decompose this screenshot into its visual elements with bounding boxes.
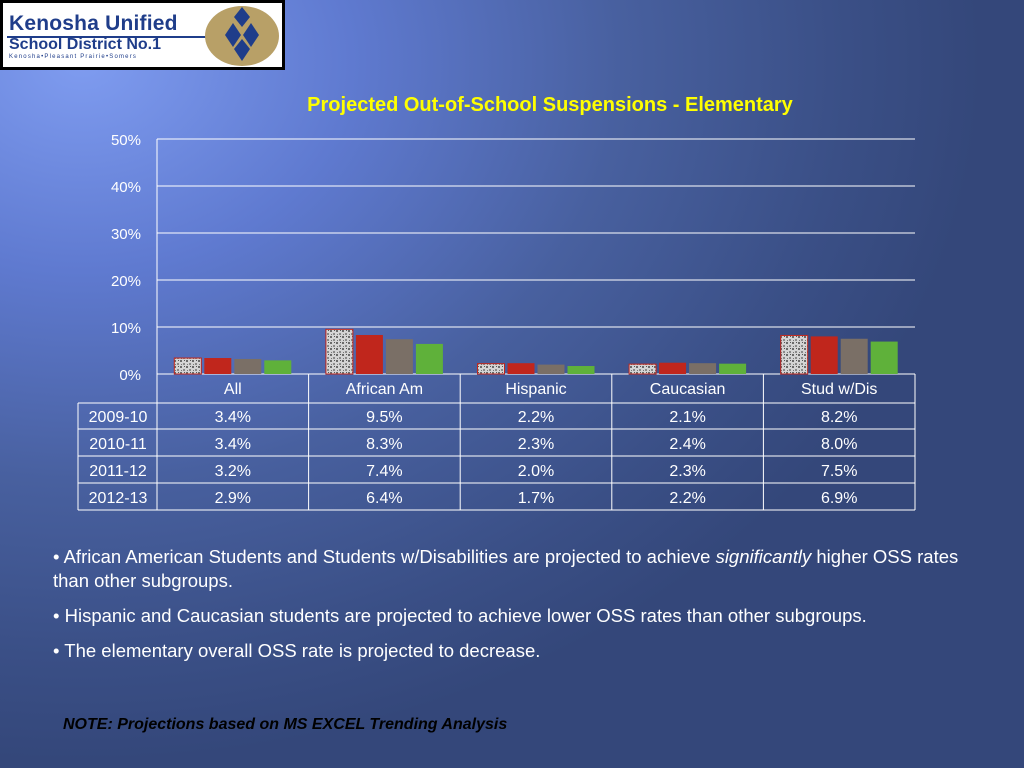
chart-title: Projected Out-of-School Suspensions - El…: [307, 94, 793, 116]
series-label: 2011-12: [89, 463, 147, 480]
bullet-2: • Hispanic and Caucasian students are pr…: [53, 605, 867, 626]
bar: [477, 363, 505, 375]
data-value-label: 9.5%: [366, 409, 402, 426]
district-logo: Kenosha Unified School District No.1 Ken…: [0, 0, 285, 70]
logo-line-2: School District No.1: [9, 36, 162, 53]
category-label: Caucasian: [650, 381, 726, 398]
bar: [659, 362, 687, 374]
data-value-label: 2.9%: [215, 490, 251, 507]
y-tick-label: 40%: [111, 179, 141, 196]
data-value-label: 6.9%: [821, 490, 857, 507]
data-value-label: 6.4%: [366, 490, 402, 507]
bar: [689, 363, 717, 374]
bullet-3: • The elementary overall OSS rate is pro…: [53, 640, 541, 661]
bullet-list: • African American Students and Students…: [53, 545, 998, 674]
bar: [507, 363, 535, 374]
data-value-label: 2.4%: [669, 436, 705, 453]
logo-emblem-icon: [205, 6, 279, 66]
data-value-label: 2.2%: [669, 490, 705, 507]
y-tick-label: 50%: [111, 132, 141, 149]
bar: [780, 334, 809, 375]
bar: [567, 366, 595, 374]
bar: [537, 364, 565, 374]
bar: [719, 363, 747, 374]
data-value-label: 2.3%: [669, 463, 705, 480]
series-label: 2009-10: [89, 409, 148, 426]
data-value-label: 7.4%: [366, 463, 402, 480]
data-value-label: 7.5%: [821, 463, 857, 480]
bar: [385, 339, 413, 374]
data-value-label: 2.1%: [669, 409, 705, 426]
logo-panel: Kenosha Unified School District No.1 Ken…: [3, 3, 282, 67]
data-value-label: 8.0%: [821, 436, 857, 453]
y-tick-label: 10%: [111, 320, 141, 337]
bar: [840, 338, 868, 374]
category-label: All: [224, 381, 242, 398]
category-label: Hispanic: [505, 381, 566, 398]
bar: [870, 341, 898, 374]
bar: [234, 358, 262, 374]
data-value-label: 3.4%: [215, 409, 251, 426]
data-value-label: 8.2%: [821, 409, 857, 426]
bullet-1-text-end: higher OSS rates than other subgroups.: [53, 546, 959, 591]
logo-line-1: Kenosha Unified: [9, 12, 178, 35]
data-value-label: 3.2%: [215, 463, 251, 480]
logo-line-3: Kenosha•Pleasant Prairie•Somers: [9, 54, 138, 60]
category-label: Stud w/Dis: [801, 381, 877, 398]
series-label: 2012-13: [89, 490, 148, 507]
bullet-1-emphasis: significantly: [715, 546, 812, 567]
bar: [810, 336, 838, 374]
logo-rule: [7, 36, 217, 38]
bullet-1-text: • African American Students and Students…: [53, 546, 716, 567]
data-value-label: 2.2%: [518, 409, 554, 426]
bar: [415, 343, 443, 374]
bar: [264, 360, 292, 374]
data-value-label: 2.0%: [518, 463, 554, 480]
data-value-label: 8.3%: [366, 436, 402, 453]
category-label: African Am: [346, 381, 423, 398]
bar: [325, 328, 354, 375]
y-tick-label: 0%: [119, 367, 141, 384]
data-value-label: 1.7%: [518, 490, 554, 507]
bar: [628, 363, 657, 375]
bar: [204, 358, 232, 374]
bar: [173, 357, 202, 375]
bar: [355, 334, 383, 374]
data-value-label: 2.3%: [518, 436, 554, 453]
chart-area: 0% 10% 20% 30% 40% 50% All African Am Hispanic Ca…: [89, 132, 898, 507]
y-tick-label: 20%: [111, 273, 141, 290]
bullet-1: • African American Students and Students…: [53, 545, 998, 593]
series-label: 2010-11: [89, 436, 147, 453]
y-tick-label: 30%: [111, 226, 141, 243]
projection-note: NOTE: Projections based on MS EXCEL Tren…: [63, 716, 508, 733]
data-value-label: 3.4%: [215, 436, 251, 453]
